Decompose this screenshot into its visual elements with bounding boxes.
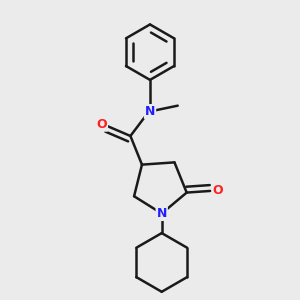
Text: O: O — [213, 184, 223, 197]
Text: N: N — [157, 207, 167, 220]
Text: O: O — [96, 118, 107, 131]
Text: N: N — [145, 105, 155, 118]
